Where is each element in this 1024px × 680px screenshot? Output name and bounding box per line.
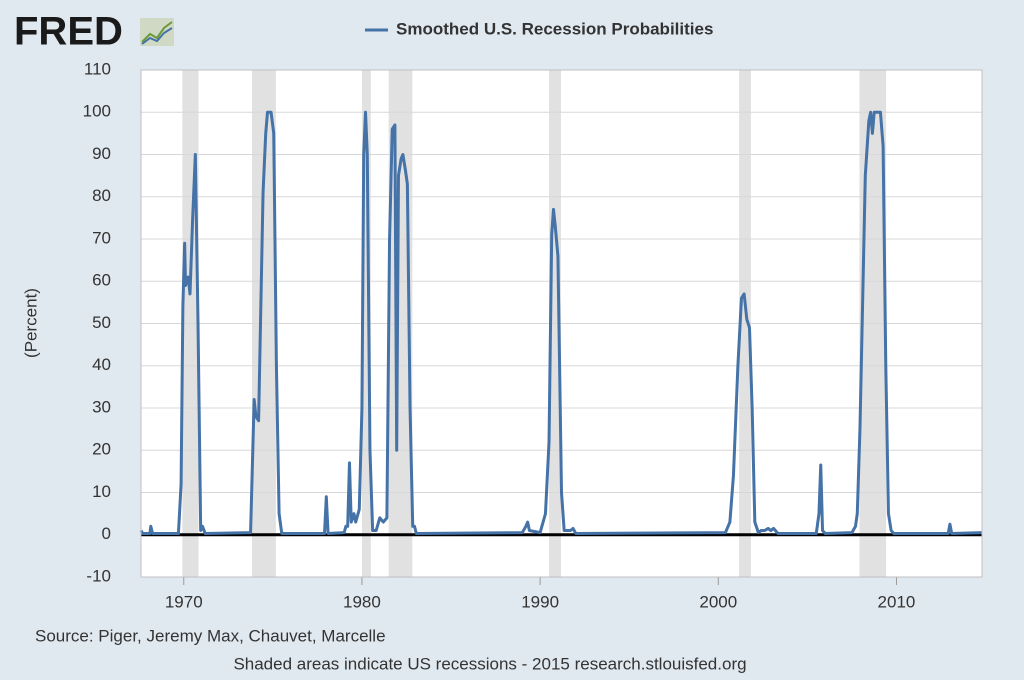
x-tick-label: 1970 [165,592,203,611]
x-tick-label: 2000 [699,592,737,611]
y-tick-label: 30 [92,397,111,416]
y-tick-label: 100 [83,102,111,121]
y-axis-label: (Percent) [21,288,40,358]
logo: FRED [14,10,123,54]
y-tick-label: 40 [92,355,111,374]
plot: -10 0 10 20 30 40 50 60 70 80 90 100 110 1970 1980 1990… [83,59,983,611]
y-tick-label: 10 [92,482,111,501]
y-tick-label: 50 [92,313,111,332]
plot-border [140,69,983,578]
legend-label: Smoothed U.S. Recession Probabilities [396,19,713,38]
note: Shaded areas indicate US recessions - 20… [233,654,746,673]
y-tick-label: 70 [92,228,111,247]
y-tick-label: 80 [92,186,111,205]
y-tick-label: 20 [92,440,111,459]
y-tick-label: 60 [92,271,111,290]
source: Source: Piger, Jeremy Max, Chauvet, Marc… [35,626,386,645]
x-tick-label: 1980 [343,592,381,611]
series-line [139,110,983,535]
y-tick-label: 90 [92,144,111,163]
y-tick-label: 0 [102,524,111,543]
logo-icon [140,18,174,46]
x-tick-label: 2010 [878,592,916,611]
x-tick-label: 1990 [521,592,559,611]
y-tick-label: 110 [84,59,111,78]
y-tick-label: -10 [86,566,111,585]
